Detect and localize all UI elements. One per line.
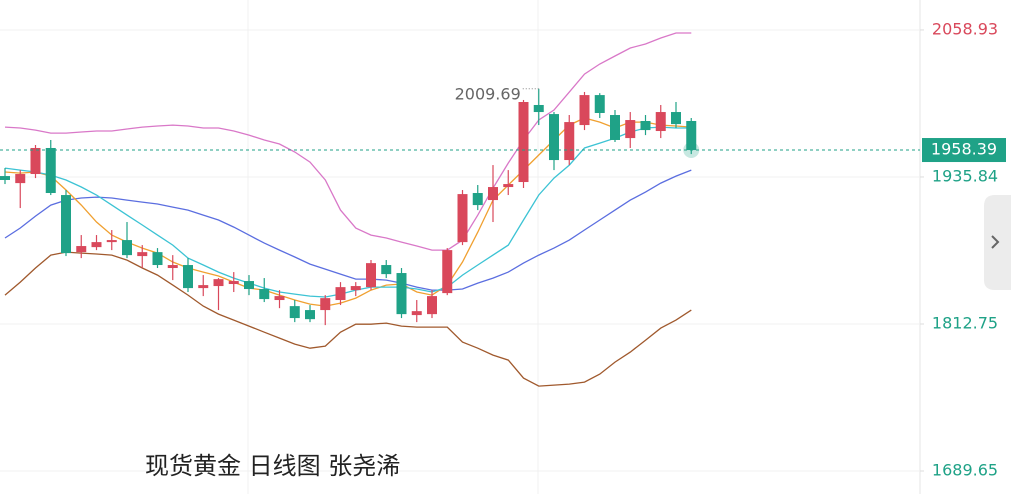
candle-body (640, 120, 651, 131)
watermark-title: 现货黄金 日线图 张尧浠 (145, 452, 400, 480)
candle-body (213, 279, 224, 287)
candle-body (457, 194, 468, 243)
candle-body (76, 246, 87, 253)
candle-body (274, 296, 285, 301)
candle-body (488, 187, 498, 201)
candle-body (61, 195, 71, 254)
candle-body (15, 174, 26, 184)
candle-body (350, 286, 361, 291)
candle-body (0, 176, 10, 180)
candle-body (442, 250, 453, 294)
y-tick-label: 1689.65 (932, 461, 998, 480)
candle-body (122, 240, 132, 256)
y-tick-label: 1935.84 (932, 166, 998, 185)
candle-body (320, 298, 331, 311)
candle-body (671, 112, 681, 125)
candle-body (45, 147, 56, 194)
candle-body (610, 115, 620, 140)
candle-body (579, 95, 590, 126)
candle-body (533, 104, 544, 113)
candle-body (228, 281, 239, 285)
candle-body (503, 184, 514, 188)
candle-body (167, 265, 178, 269)
candle-body (549, 114, 559, 161)
candle-body (594, 95, 605, 113)
candle-body (305, 310, 315, 320)
candle-body (137, 252, 148, 257)
last-price-glow (683, 142, 700, 159)
candle-body (427, 296, 437, 315)
candle-body (564, 122, 575, 161)
candle-body (625, 120, 636, 139)
candle-body (259, 289, 270, 300)
candle-body (366, 263, 376, 288)
indicator-line (4, 117, 692, 307)
candle-body (686, 120, 697, 151)
candle-body (183, 265, 193, 289)
candle-body (655, 112, 666, 132)
y-tick-label: 1812.75 (932, 313, 998, 332)
last-price-label: 1958.39 (931, 140, 997, 159)
candle-body (335, 287, 346, 301)
candle-body (381, 265, 392, 275)
candle-body (396, 273, 407, 315)
indicator-line (4, 32, 692, 251)
indicator-line (4, 251, 692, 387)
candle-body (198, 285, 209, 289)
y-tick-label: 2058.93 (932, 19, 998, 38)
last-price-box (922, 138, 1006, 163)
candle-body (91, 242, 102, 248)
candle-body (411, 311, 422, 316)
candle-body (106, 240, 117, 243)
candle-body (30, 147, 41, 175)
candle-body (289, 306, 300, 319)
candle-body (472, 193, 483, 206)
indicator-line (4, 169, 692, 291)
candle-body (244, 281, 254, 290)
candle-body (152, 252, 163, 266)
indicator-line (4, 126, 692, 298)
high-annotation: 2009.69 (455, 84, 521, 103)
candle-body (518, 102, 529, 183)
chevron-icon (991, 235, 1000, 249)
